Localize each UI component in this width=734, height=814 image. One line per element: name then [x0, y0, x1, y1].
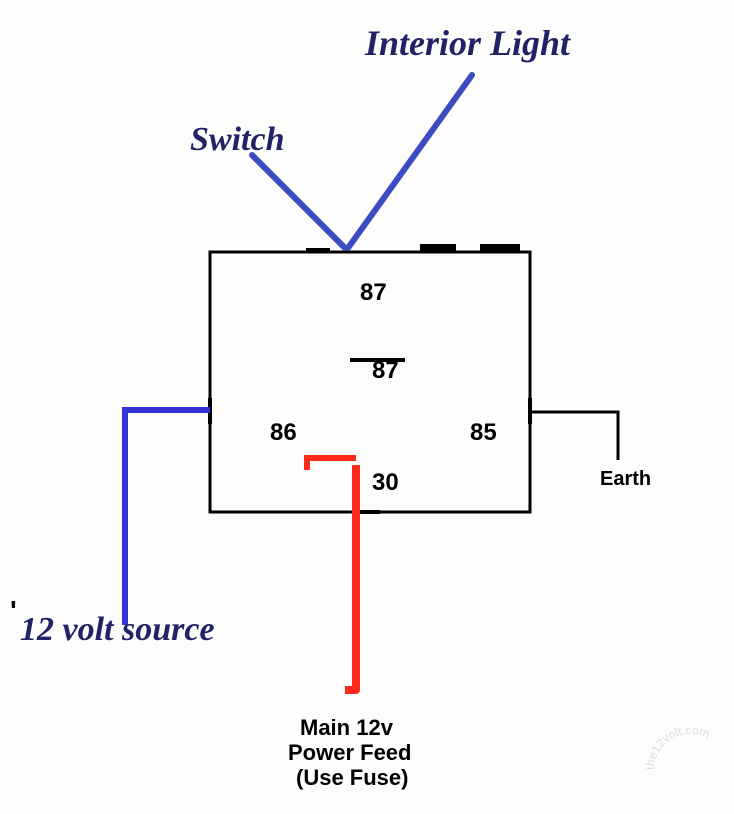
wire-earth-from-85: [530, 412, 618, 460]
terminal-label-85: 85: [470, 419, 497, 446]
watermark: the12volt.com: [643, 723, 712, 770]
label-switch: Switch: [190, 121, 284, 158]
label-main-12v-line1: Main 12v: [300, 715, 394, 740]
terminal-label-86: 86: [270, 419, 297, 446]
label-12-volt-source: 12 volt source: [20, 611, 215, 648]
wire-main-12v-inner: [307, 458, 356, 470]
wire-switch-to-87: [252, 155, 345, 248]
terminal-label-87-top: 87: [360, 279, 387, 306]
label-interior-light: Interior Light: [364, 23, 571, 63]
label-main-12v-line3: (Use Fuse): [296, 765, 408, 790]
terminal-label-30: 30: [372, 469, 399, 496]
label-main-12v-line2: Power Feed: [288, 740, 411, 765]
wire-12v-from-86: [125, 410, 210, 625]
label-earth: Earth: [600, 468, 651, 490]
label-12-volt-tick: ': [10, 595, 17, 626]
svg-text:the12volt.com: the12volt.com: [643, 723, 712, 770]
wire-main-12v-from-30: [345, 465, 356, 690]
terminal-label-87-mid: 87: [372, 357, 399, 384]
wire-interior-light-to-87: [348, 75, 472, 248]
